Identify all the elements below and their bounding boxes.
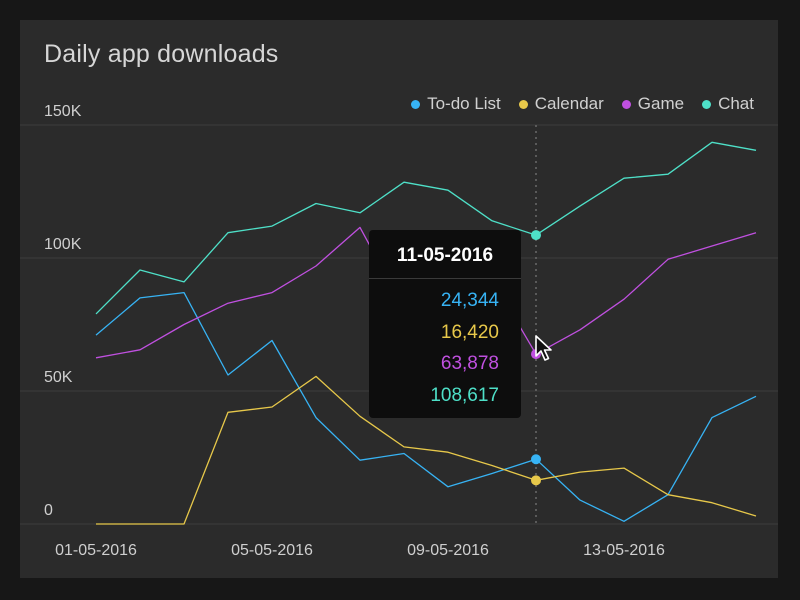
mouse-pointer-icon [535,335,552,361]
legend-dot-icon [411,99,421,109]
y-axis-ticks: 0 50K 100K 150K [44,103,82,519]
series-lines[interactable] [95,141,757,525]
line-chart[interactable]: 0 50K 100K 150K 01-05-2016 05-05-2016 09-05-2… [20,20,778,578]
y-tick-label: 100K [44,236,82,253]
legend-label: Game [637,94,685,113]
hover-markers [531,230,541,486]
hover-point-chat [531,230,541,241]
y-tick-label: 150K [44,103,82,120]
x-tick-label: 13-05-2016 [583,542,665,559]
tooltip-value-calendar: 16,420 [440,321,499,343]
hover-point-to-do-list [531,454,541,465]
chart-title: Daily app downloads [44,40,279,68]
y-tick-label: 0 [44,502,53,519]
legend-dot-icon [518,99,528,109]
legend-dot-icon [702,99,712,109]
tooltip-values: 24,344 16,420 63,878 108,617 [369,279,521,411]
series-line-to-do-list[interactable] [95,291,757,522]
series-line-chat[interactable] [95,141,757,315]
chart-card: Daily app downloads 0 50K 100K 150K 01-05-2… [20,20,778,578]
x-axis-ticks: 01-05-2016 05-05-2016 09-05-2016 13-05-2016 [55,542,665,559]
series-line-calendar[interactable] [96,375,757,525]
legend-item-calendar[interactable]: Calendar [518,94,604,114]
hover-point-calendar [531,475,541,486]
legend-item-to-do-list[interactable]: To-do List [411,94,501,114]
hover-tooltip: 11-05-2016 24,344 16,420 63,878 108,617 [369,230,521,418]
x-tick-label: 05-05-2016 [231,542,313,559]
tooltip-date: 11-05-2016 [369,230,521,279]
x-tick-label: 01-05-2016 [55,542,137,559]
legend-label: To-do List [427,94,501,113]
legend-dot-icon [621,99,631,109]
chart-legend: To-do List Calendar Game Chat [411,94,754,114]
tooltip-value-to-do-list: 24,344 [440,290,499,311]
legend-label: Chat [718,94,754,113]
x-tick-label: 09-05-2016 [407,542,489,559]
tooltip-value-chat: 108,617 [430,384,499,406]
legend-item-game[interactable]: Game [621,94,685,114]
tooltip-value-game: 63,878 [440,353,499,374]
y-tick-label: 50K [44,369,73,386]
legend-label: Calendar [534,94,604,113]
legend-item-chat[interactable]: Chat [702,94,754,114]
